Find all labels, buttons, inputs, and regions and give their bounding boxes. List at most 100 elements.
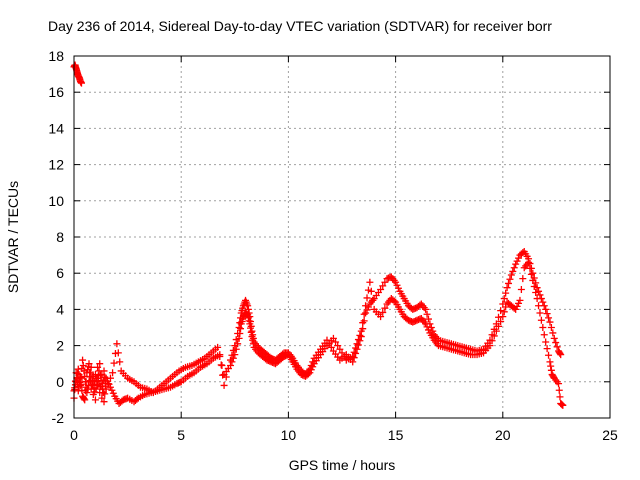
data-point-marker	[237, 325, 245, 333]
data-point-marker	[228, 358, 236, 366]
data-point-marker	[555, 386, 563, 394]
y-tick-label: 18	[48, 48, 64, 64]
data-point-marker	[94, 381, 102, 389]
data-point-marker	[109, 369, 117, 377]
data-point-marker	[83, 389, 91, 397]
data-point-marker	[236, 330, 244, 338]
x-tick-label: 5	[177, 427, 185, 443]
data-point-marker	[218, 362, 226, 370]
data-point-marker	[530, 282, 538, 290]
data-point-marker	[553, 343, 561, 351]
y-tick-label: -2	[52, 410, 65, 426]
data-point-marker	[248, 333, 256, 341]
data-point-marker	[101, 373, 109, 381]
data-point-marker	[536, 309, 544, 317]
data-point-marker	[244, 314, 252, 322]
data-point-marker	[229, 354, 237, 362]
data-point-marker	[525, 258, 533, 266]
data-point-marker	[381, 278, 389, 286]
data-point-marker	[235, 334, 243, 342]
x-tick-label: 0	[70, 427, 78, 443]
data-point-marker	[486, 342, 494, 350]
data-point-marker	[247, 328, 255, 336]
data-point-marker	[422, 305, 430, 313]
data-point-marker	[249, 336, 257, 344]
data-point-marker	[546, 358, 554, 366]
x-tick-labels: 0 5 10 15 20 25	[70, 427, 618, 443]
data-point-marker	[529, 269, 537, 277]
data-point-marker	[332, 338, 340, 346]
data-point-marker	[109, 389, 117, 397]
data-point-marker	[91, 396, 99, 404]
data-point-marker	[114, 349, 122, 357]
data-point-marker	[547, 362, 555, 370]
data-point-marker	[500, 295, 508, 303]
plot-frame	[73, 55, 611, 419]
data-point-marker	[309, 363, 317, 371]
data-point-marker	[307, 366, 315, 374]
data-point-marker	[509, 267, 517, 275]
y-tick-label: 10	[48, 193, 64, 209]
data-point-marker	[394, 284, 402, 292]
data-point-marker	[507, 271, 515, 279]
data-point-marker	[353, 340, 361, 348]
data-point-marker	[550, 334, 558, 342]
data-point-marker	[377, 285, 385, 293]
data-point-marker	[100, 398, 108, 406]
data-point-marker	[98, 394, 106, 402]
data-point-marker	[517, 285, 525, 293]
data-point-marker	[497, 317, 505, 325]
data-point-marker	[547, 324, 555, 331]
data-point-marker	[110, 359, 118, 367]
data-point-marker	[488, 337, 496, 345]
data-point-marker	[94, 363, 102, 371]
data-point-marker	[71, 384, 79, 392]
data-point-marker	[502, 303, 510, 311]
x-tick-label: 15	[388, 427, 404, 443]
data-point-marker	[80, 367, 88, 375]
data-point-marker	[543, 310, 551, 318]
data-point-marker	[362, 309, 370, 317]
data-point-marker	[547, 366, 555, 374]
data-point-marker	[84, 385, 92, 393]
data-point-marker	[101, 390, 109, 398]
data-point-marker	[545, 351, 553, 359]
data-point-marker	[96, 360, 104, 368]
data-point-marker	[379, 282, 387, 290]
data-point-marker	[116, 358, 124, 366]
x-tick-label: 20	[495, 427, 511, 443]
data-point-marker	[363, 294, 371, 302]
data-point-marker	[231, 351, 239, 359]
data-point-marker	[99, 389, 107, 397]
data-point-marker	[234, 340, 242, 348]
y-axis-label: SDTVAR / TECUs	[5, 181, 21, 293]
data-point-marker	[510, 264, 518, 272]
data-point-marker	[392, 278, 400, 286]
data-point-marker	[78, 79, 86, 87]
data-point-marker	[377, 313, 385, 321]
data-point-marker	[79, 362, 87, 370]
y-tick-label: 8	[56, 229, 64, 245]
data-points	[70, 61, 567, 409]
y-tick-label: 12	[48, 157, 64, 173]
data-point-marker	[360, 310, 368, 318]
data-point-marker	[502, 289, 510, 297]
data-point-marker	[304, 370, 312, 378]
y-tick-label: 16	[48, 84, 64, 100]
data-point-marker	[556, 349, 564, 357]
data-point-marker	[526, 264, 534, 272]
data-point-marker	[232, 345, 240, 353]
data-point-marker	[340, 352, 348, 360]
data-point-marker	[216, 352, 224, 360]
data-point-marker	[133, 395, 141, 403]
data-point-marker	[76, 376, 84, 384]
data-point-marker	[497, 307, 505, 315]
y-tick-label: 6	[56, 265, 64, 281]
data-point-marker	[505, 279, 513, 287]
y-tick-label: 4	[56, 301, 64, 317]
data-point-marker	[214, 343, 222, 351]
data-point-marker	[495, 322, 503, 330]
data-point-marker	[516, 296, 524, 304]
data-point-marker	[247, 324, 255, 332]
